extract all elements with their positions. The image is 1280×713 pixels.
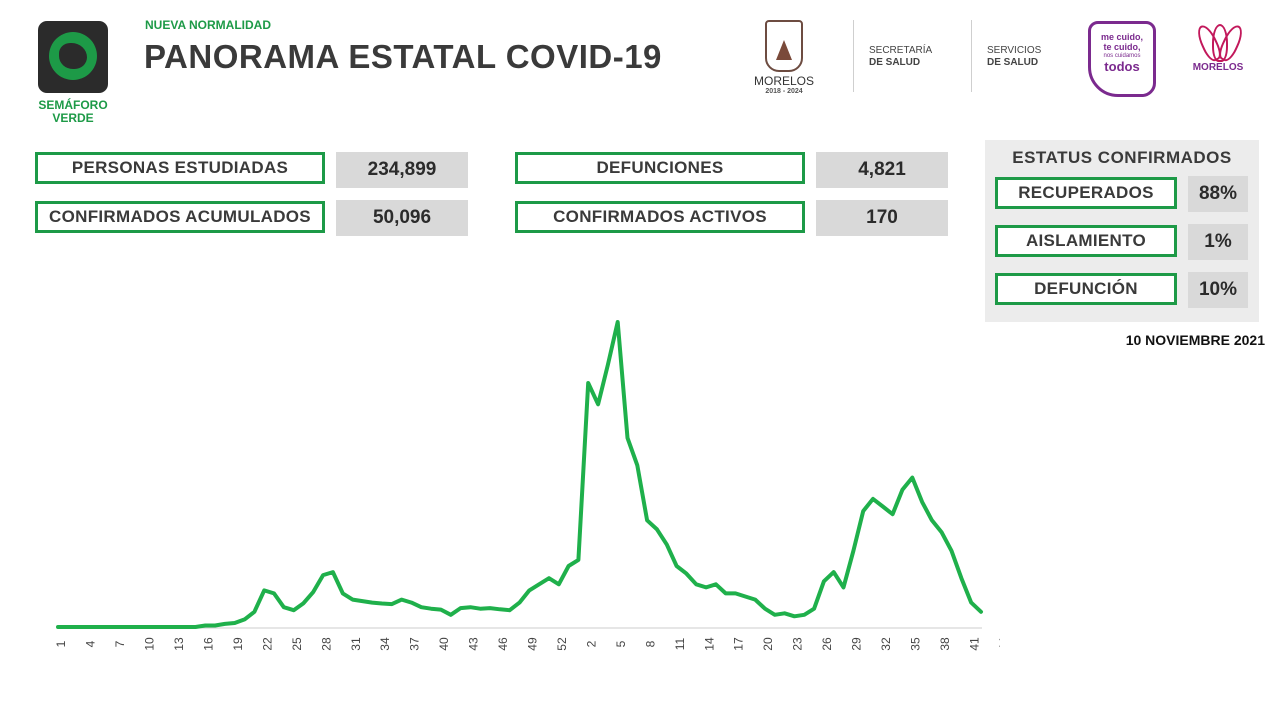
series-line [56,320,983,629]
x-tick-label: 17 [732,637,746,651]
page-subtitle: NUEVA NORMALIDAD [145,18,271,32]
x-tick-label: 43 [467,637,481,651]
confirmados-acumulados-label: CONFIRMADOS ACUMULADOS [35,201,325,233]
x-tick-label: 8 [643,640,657,647]
page-title: PANORAMA ESTATAL COVID-19 [144,38,662,75]
x-tick-label: 23 [791,637,805,651]
logo-divider [971,20,972,92]
escudo-icon [765,20,803,72]
x-tick-label: 22 [260,637,274,651]
confirmados-activos-value: 170 [816,200,948,236]
morelos-logo: MORELOS 2018 - 2024 [748,20,820,95]
x-tick-label: 40 [437,637,451,651]
semaforo-icon [38,21,108,93]
morelos-flower-logo-name: MORELOS [1192,62,1244,73]
defuncion-value: 10% [1188,272,1248,308]
x-tick-label: 13 [172,637,186,651]
x-tick-label: 37 [408,637,422,651]
x-tick-label: 4 [84,640,98,647]
status-title: ESTATUS CONFIRMADOS [1012,148,1232,167]
flower-icon [1193,20,1247,64]
x-axis-ticks: 1 4 7 10 13 16 19 22 25 28 31 34 37 40 43 46 49 52 2 5 8 11 14… [54,637,1000,651]
x-tick-label: 31 [349,637,363,651]
defuncion-label: DEFUNCIÓN [995,273,1177,305]
confirmados-acumulados-value: 50,096 [336,200,468,236]
x-tick-label: 14 [702,637,716,651]
x-tick-label: 19 [231,637,245,651]
recuperados-value: 88% [1188,176,1248,212]
x-tick-label: 26 [820,637,834,651]
x-tick-label: 46 [496,637,510,651]
recuperados-label: RECUPERADOS [995,177,1177,209]
x-tick-label: 10 [143,637,157,651]
morelos-flower-logo: MORELOS [1186,20,1250,73]
morelos-logo-name: MORELOS [753,74,814,88]
personas-estudiadas-label: PERSONAS ESTUDIADAS [35,152,325,184]
x-tick-label: 1 [54,640,68,647]
cases-line-chart: 1 4 7 10 13 16 19 22 25 28 31 34 37 40 43 46 49 52 2 5 8 11 14… [54,320,1000,651]
aislamiento-value: 1% [1188,224,1248,260]
x-tick-label: 44 [997,637,1000,651]
personas-estudiadas-value: 234,899 [336,152,468,188]
x-tick-label: 7 [113,640,127,647]
x-tick-label: 16 [201,637,215,651]
aislamiento-label: AISLAMIENTO [995,225,1177,257]
logo-divider [853,20,854,92]
x-tick-label: 29 [850,637,864,651]
x-tick-label: 38 [938,637,952,651]
x-tick-label: 20 [761,637,775,651]
x-tick-label: 25 [290,637,304,651]
defunciones-value: 4,821 [816,152,948,188]
semaforo-label: SEMÁFORO VERDE [38,98,108,125]
semaforo-map-icon [59,43,87,69]
x-tick-label: 32 [879,637,893,651]
x-tick-label: 41 [967,637,981,651]
x-tick-label: 5 [614,640,628,647]
x-tick-label: 28 [319,637,333,651]
x-tick-label: 2 [584,640,598,647]
report-date: 10 NOVIEMBRE 2021 [1125,332,1265,348]
servicios-salud-logo: SERVICIOS DE SALUD [987,45,1042,68]
morelos-logo-years: 2018 - 2024 [765,88,803,95]
x-tick-label: 52 [555,637,569,651]
me-cuido-logo: me cuido, te cuido, nos cuidamos todos [1088,21,1156,97]
x-tick-label: 35 [908,637,922,651]
secretaria-salud-logo: SECRETARÍA DE SALUD [869,45,933,68]
defunciones-label: DEFUNCIONES [515,152,805,184]
x-tick-label: 49 [525,637,539,651]
x-tick-label: 11 [673,637,687,650]
confirmados-activos-label: CONFIRMADOS ACTIVOS [515,201,805,233]
x-tick-label: 34 [378,637,392,651]
